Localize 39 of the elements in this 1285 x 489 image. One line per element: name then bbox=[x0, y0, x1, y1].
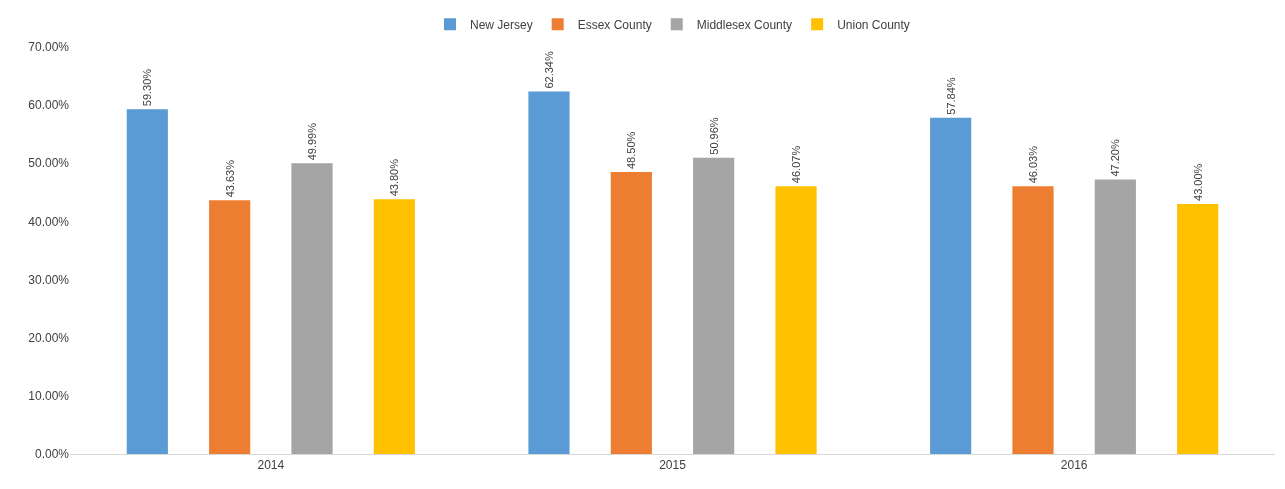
y-tick-label: 60.00% bbox=[28, 98, 70, 113]
y-tick-label: 10.00% bbox=[28, 389, 70, 404]
x-tick-label: 2015 bbox=[659, 458, 687, 473]
data-label: 43.80% bbox=[388, 158, 401, 197]
x-tick-label: 2014 bbox=[257, 458, 285, 473]
legend-label: Middlesex County bbox=[696, 18, 793, 33]
y-tick-label: 20.00% bbox=[28, 330, 70, 345]
bar bbox=[291, 163, 333, 454]
data-label: 50.96% bbox=[707, 117, 720, 155]
bar bbox=[126, 109, 168, 454]
bar bbox=[1094, 179, 1136, 454]
data-label: 43.63% bbox=[223, 159, 236, 198]
y-tick-label: 30.00% bbox=[28, 272, 70, 287]
data-label: 62.34% bbox=[542, 51, 555, 89]
data-label: 59.30% bbox=[141, 68, 154, 107]
x-tick-label: 2016 bbox=[1060, 458, 1088, 473]
bar bbox=[528, 91, 570, 454]
y-tick-label: 50.00% bbox=[28, 156, 70, 171]
data-label: 46.07% bbox=[790, 145, 803, 184]
bar bbox=[693, 157, 735, 454]
bar bbox=[610, 172, 652, 454]
bar bbox=[930, 117, 972, 454]
data-label: 57.84% bbox=[944, 77, 957, 115]
bar bbox=[209, 200, 251, 454]
y-tick-label: 70.00% bbox=[28, 40, 70, 55]
data-label: 49.99% bbox=[306, 122, 319, 161]
bar bbox=[373, 199, 415, 454]
y-tick-label: 40.00% bbox=[28, 214, 70, 229]
bar bbox=[1177, 203, 1219, 454]
y-tick-label: 0.00% bbox=[34, 447, 70, 462]
data-label: 46.03% bbox=[1026, 145, 1039, 184]
bar bbox=[1012, 186, 1054, 454]
data-label: 43.00% bbox=[1191, 163, 1204, 201]
bar bbox=[775, 186, 817, 454]
legend-label: Union County bbox=[837, 18, 910, 33]
data-label: 48.50% bbox=[625, 131, 638, 170]
legend-label: Essex County bbox=[577, 18, 652, 33]
data-label: 47.20% bbox=[1109, 139, 1122, 177]
legend-label: New Jersey bbox=[470, 18, 533, 33]
